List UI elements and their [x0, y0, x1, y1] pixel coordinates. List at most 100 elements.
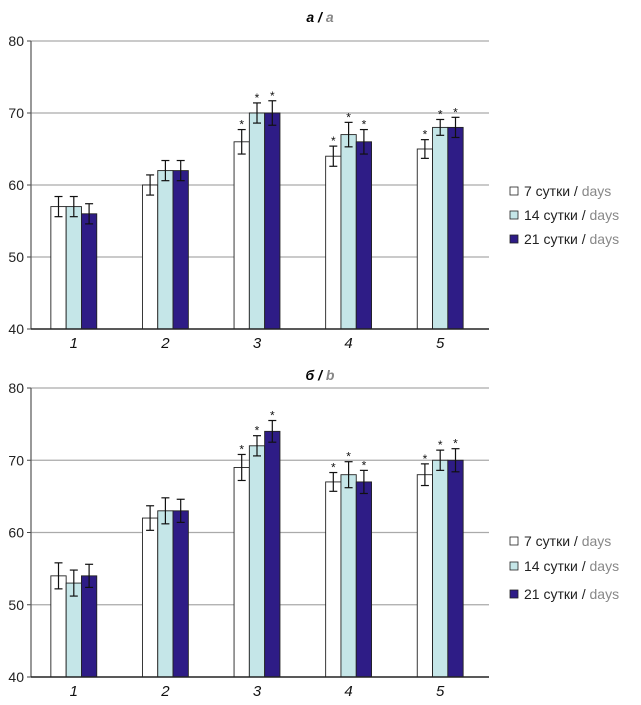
chart-title-ru: б /: [306, 367, 326, 383]
significance-star: *: [362, 118, 367, 132]
significance-star: *: [331, 134, 336, 148]
significance-star: *: [438, 107, 443, 121]
bar-series-2-cat-5: [432, 126, 449, 330]
chart-title: а / a: [306, 9, 333, 25]
bar-series-2-cat-5: [432, 459, 449, 678]
y-tick-label: 40: [8, 669, 24, 685]
legend-label: 14 сутки / days: [524, 207, 619, 223]
bar-series-2-cat-3: [248, 112, 266, 330]
x-tick-label: 5: [436, 683, 445, 700]
bar-series-3-cat-3: [264, 430, 281, 678]
legend-swatch: [509, 561, 519, 571]
bar-series-3-cat-4: [355, 481, 373, 678]
x-tick-label: 4: [344, 683, 352, 700]
legend-label: 21 сутки / days: [524, 231, 619, 247]
legend-label: 21 сутки / days: [524, 586, 619, 602]
significance-star: *: [270, 89, 275, 103]
legend-swatch: [509, 210, 519, 220]
legend-label-en: days: [590, 558, 620, 574]
legend-label-ru: 7 сутки /: [524, 183, 582, 199]
bar-series-3-cat-2: [172, 170, 189, 330]
bar-series-3-cat-1: [80, 213, 98, 330]
legend-swatch: [509, 234, 519, 244]
x-tick-label: 2: [160, 683, 170, 700]
bar-series-1-cat-3: [233, 141, 250, 330]
bar-series-1-cat-1: [50, 575, 67, 678]
bar-series-1-cat-4: [325, 481, 342, 678]
significance-star: *: [346, 450, 351, 464]
significance-star: *: [270, 409, 275, 423]
legend-label: 14 сутки / days: [524, 558, 619, 574]
significance-star: *: [362, 458, 367, 472]
significance-star: *: [239, 118, 244, 132]
bar-series-2-cat-1: [65, 206, 82, 330]
significance-star: *: [423, 452, 428, 466]
significance-star: *: [423, 128, 428, 142]
chart-panel-2: б / b 40 50 60 70 80 1 2 3 * * * 4 * * * 5 * * * 7 сутки / d…: [8, 367, 619, 700]
bar-series-3-cat-4: [355, 141, 373, 330]
y-tick-label: 70: [8, 105, 24, 121]
y-tick-label: 50: [8, 249, 24, 265]
bar-series-2-cat-1: [65, 582, 82, 678]
x-tick-label: 1: [70, 335, 78, 352]
y-tick-label: 80: [8, 380, 24, 396]
bar-series-1-cat-5: [416, 474, 434, 678]
legend-label-ru: 14 сутки /: [524, 558, 590, 574]
significance-star: *: [255, 424, 260, 438]
y-tick-label: 50: [8, 597, 24, 613]
bar-series-1-cat-2: [141, 184, 159, 330]
x-tick-label: 5: [436, 335, 445, 352]
significance-star: *: [453, 437, 458, 451]
bar-series-1-cat-4: [325, 155, 342, 330]
legend-label-en: days: [590, 207, 620, 223]
legend-swatch: [509, 589, 519, 599]
significance-star: *: [438, 438, 443, 452]
legend-label-ru: 7 сутки /: [524, 533, 582, 549]
significance-star: *: [331, 461, 336, 475]
significance-star: *: [346, 110, 351, 124]
legend-label: 7 сутки / days: [524, 183, 611, 199]
significance-star: *: [255, 91, 260, 105]
legend-swatch: [509, 536, 519, 546]
y-tick-label: 70: [8, 452, 24, 468]
y-tick-label: 80: [8, 33, 24, 49]
bar-series-2-cat-4: [340, 474, 357, 678]
significance-star: *: [453, 105, 458, 119]
chart-panel-1: а / a 40 50 60 70 80 1 2 3 * * * 4 * * * 5 * * * 7 сутки / d…: [8, 9, 619, 352]
x-tick-label: 1: [70, 683, 78, 700]
legend-label-en: days: [582, 533, 612, 549]
chart-title-ru: а /: [306, 9, 325, 25]
legend-label: 7 сутки / days: [524, 533, 611, 549]
chart-title: б / b: [306, 367, 335, 383]
legend-label-en: days: [590, 231, 620, 247]
bar-series-2-cat-2: [157, 510, 174, 678]
bar-series-3-cat-5: [447, 126, 464, 330]
bar-series-3-cat-3: [264, 112, 281, 330]
bar-series-2-cat-3: [248, 445, 266, 678]
bar-series-3-cat-2: [172, 510, 189, 678]
bar-series-3-cat-5: [447, 459, 464, 678]
legend-label-en: days: [590, 586, 620, 602]
bar-series-2-cat-2: [157, 170, 174, 330]
bar-series-3-cat-1: [80, 575, 98, 678]
y-tick-label: 60: [8, 177, 24, 193]
x-tick-label: 4: [344, 335, 352, 352]
x-tick-label: 2: [160, 335, 170, 352]
significance-star: *: [239, 442, 244, 456]
legend-label-ru: 21 сутки /: [524, 231, 590, 247]
bar-series-1-cat-3: [233, 467, 250, 678]
legend-label-ru: 14 сутки /: [524, 207, 590, 223]
legend-label-ru: 21 сутки /: [524, 586, 590, 602]
y-tick-label: 60: [8, 525, 24, 541]
chart-title-en: b: [326, 367, 335, 383]
legend-swatch: [509, 186, 519, 196]
y-tick-label: 40: [8, 321, 24, 337]
x-tick-label: 3: [253, 683, 262, 700]
bar-series-1-cat-2: [141, 517, 159, 678]
bar-series-1-cat-1: [50, 206, 67, 330]
bar-series-2-cat-4: [340, 134, 357, 330]
bar-series-1-cat-5: [416, 148, 434, 330]
